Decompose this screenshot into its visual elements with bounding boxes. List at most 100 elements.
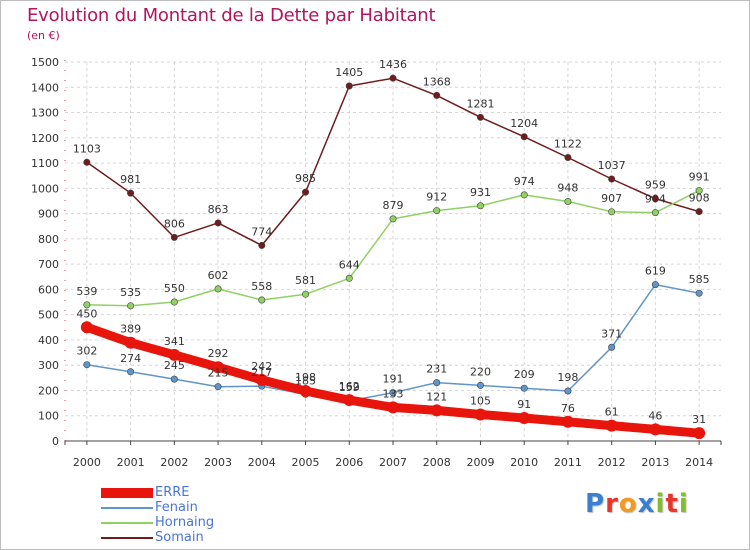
y-tick-label: 1000 (31, 182, 59, 195)
data-label-erre: 76 (561, 402, 575, 415)
data-label-somain: 1204 (510, 117, 538, 130)
data-point-somain (433, 91, 441, 99)
legend-swatch-erre (101, 487, 153, 498)
legend-label-hornaing: Hornaing (155, 515, 215, 530)
x-tick-label: 2013 (641, 456, 669, 469)
data-label-erre: 133 (383, 387, 404, 400)
data-point-hornaing (302, 290, 310, 298)
data-label-erre: 292 (208, 347, 229, 360)
data-label-fenain: 274 (120, 352, 141, 365)
logo-letter: P (585, 489, 606, 519)
data-point-fenain (389, 389, 397, 397)
data-label-hornaing: 948 (557, 181, 578, 194)
x-tick-label: 2000 (73, 456, 101, 469)
data-point-fenain (127, 368, 135, 376)
data-point-somain (651, 195, 659, 203)
data-point-fenain (433, 379, 441, 387)
axis-layer: 0 100 200 300 400 500 600 700 800 900 1000 1100 1200… (31, 56, 722, 469)
data-point-somain (258, 241, 266, 249)
data-label-erre: 450 (76, 307, 97, 320)
data-label-hornaing: 558 (251, 280, 272, 293)
chart-subtitle: (en €) (27, 29, 60, 42)
y-tick-label: 200 (38, 384, 59, 397)
data-point-hornaing (83, 301, 91, 309)
data-label-fenain: 619 (645, 265, 666, 278)
data-label-somain: 863 (208, 203, 229, 216)
logo-letter: o (618, 489, 638, 519)
data-label-erre: 105 (470, 394, 491, 407)
data-point-somain (302, 188, 310, 196)
logo-letter: r (605, 489, 619, 519)
data-label-somain: 806 (164, 217, 185, 230)
data-label-fenain: 371 (601, 327, 622, 340)
data-label-fenain: 191 (383, 373, 404, 386)
legend-item-erre[interactable]: ERRE (101, 485, 301, 500)
data-label-somain: 1368 (423, 75, 451, 88)
x-tick-label: 2009 (466, 456, 494, 469)
data-point-somain (608, 175, 616, 183)
data-label-hornaing: 602 (208, 269, 229, 282)
data-point-somain (564, 154, 572, 162)
data-point-hornaing (433, 207, 441, 215)
y-tick-label: 800 (38, 233, 59, 246)
data-point-fenain (83, 361, 91, 369)
legend-swatch-fenain (101, 506, 153, 509)
data-label-fenain: 220 (470, 365, 491, 378)
data-label-hornaing: 535 (120, 286, 141, 299)
data-label-somain: 981 (120, 173, 141, 186)
data-label-fenain: 198 (557, 371, 578, 384)
data-point-erre (212, 361, 225, 374)
data-label-fenain: 231 (426, 363, 447, 376)
data-label-somain: 1405 (335, 66, 363, 79)
data-point-fenain (520, 384, 528, 392)
legend-label-erre: ERRE (155, 485, 190, 500)
data-point-erre (649, 423, 662, 436)
data-label-hornaing: 974 (514, 175, 535, 188)
data-label-hornaing: 539 (76, 285, 97, 298)
legend-swatch-somain (101, 536, 153, 539)
legend: ERRE Fenain Hornaing Somain (101, 485, 301, 545)
data-point-somain (214, 219, 222, 227)
data-label-fenain: 245 (164, 359, 185, 372)
y-tick-label: 100 (38, 410, 59, 423)
data-point-somain (345, 82, 353, 90)
data-point-erre (693, 427, 706, 440)
y-tick-label: 500 (38, 309, 59, 322)
x-tick-label: 2007 (379, 456, 407, 469)
data-label-somain: 774 (251, 225, 272, 238)
data-label-fenain: 215 (208, 367, 229, 380)
data-point-somain (476, 113, 484, 121)
data-point-somain (520, 133, 528, 141)
data-point-hornaing (695, 187, 703, 195)
data-point-hornaing (520, 191, 528, 199)
x-tick-label: 2014 (685, 456, 713, 469)
data-point-fenain (651, 281, 659, 289)
data-point-hornaing (127, 302, 135, 310)
data-label-hornaing: 550 (164, 282, 185, 295)
data-label-fenain: 217 (251, 366, 272, 379)
data-point-erre (80, 321, 93, 334)
data-label-hornaing: 581 (295, 274, 316, 287)
data-label-fenain: 159 (339, 381, 360, 394)
data-label-somain: 959 (645, 179, 666, 192)
legend-label-somain: Somain (155, 530, 204, 545)
logo-letter: i (678, 489, 689, 519)
grid-layer (65, 61, 721, 442)
data-point-erre (124, 336, 137, 349)
data-label-hornaing: 644 (339, 258, 360, 271)
legend-item-fenain[interactable]: Fenain (101, 500, 301, 515)
legend-item-hornaing[interactable]: Hornaing (101, 515, 301, 530)
data-label-erre: 389 (120, 323, 141, 336)
data-point-somain (127, 189, 135, 197)
x-tick-label: 2002 (160, 456, 188, 469)
legend-item-somain[interactable]: Somain (101, 530, 301, 545)
data-point-erre (255, 373, 268, 386)
data-point-erre (605, 419, 618, 432)
x-tick-label: 2011 (554, 456, 582, 469)
data-label-hornaing: 904 (645, 193, 666, 206)
x-tick-label: 2006 (335, 456, 363, 469)
data-point-hornaing (476, 202, 484, 210)
data-point-somain (695, 208, 703, 216)
data-label-somain: 1281 (466, 97, 494, 110)
